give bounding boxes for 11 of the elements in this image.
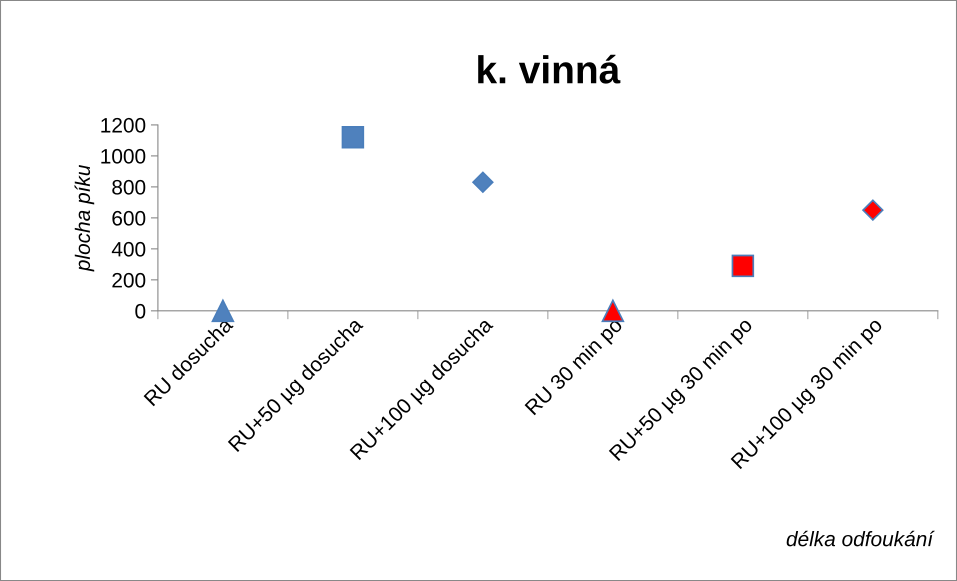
y-tick-label: 400 bbox=[112, 242, 146, 257]
x-tick-label: RU 30 min po bbox=[524, 316, 626, 418]
y-tick-label: 800 bbox=[112, 180, 146, 195]
y-tick-label: 1200 bbox=[101, 118, 146, 133]
chart-title: k. vinná bbox=[478, 54, 620, 84]
y-axis-title: plocha píku bbox=[74, 165, 94, 272]
x-axis-title: délka odfoukání bbox=[786, 530, 935, 546]
y-tick-label: 0 bbox=[135, 304, 146, 319]
y-tick-label: 200 bbox=[112, 272, 146, 288]
y-tick-label: 600 bbox=[112, 210, 146, 226]
y-tick-label: 1000 bbox=[101, 148, 146, 164]
